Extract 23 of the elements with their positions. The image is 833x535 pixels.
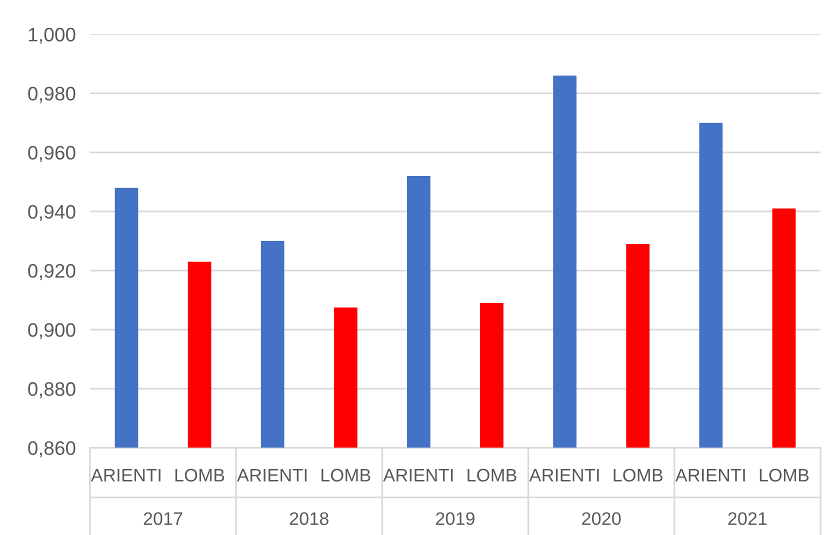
y-tick-label: 0,880 bbox=[28, 382, 76, 398]
text: LOMB bbox=[614, 468, 662, 482]
series-label: ARIENTI bbox=[90, 468, 160, 482]
text: LOMB bbox=[175, 468, 224, 482]
text: ARIENTI bbox=[237, 468, 307, 482]
x-tick-label: 2019 bbox=[436, 512, 474, 526]
y-tick-label: 1,000 bbox=[28, 28, 76, 44]
y-tick-label: 0,940 bbox=[28, 204, 76, 222]
x-tick-label: 2021 bbox=[728, 512, 767, 526]
x-tick-label: 2020 bbox=[582, 512, 621, 526]
y-tick-label: 0,980 bbox=[28, 86, 76, 103]
x-tick-label: 2017 bbox=[144, 512, 182, 526]
y-tick-label: 0,860 bbox=[28, 441, 76, 458]
y-tick-label: 0,920 bbox=[28, 264, 76, 280]
text: LOMB bbox=[760, 468, 809, 482]
text: ARIENTI bbox=[383, 468, 453, 482]
y-tick-label: 0,960 bbox=[28, 146, 76, 162]
text: LOMB bbox=[468, 468, 516, 482]
y-tick-label: 0,900 bbox=[28, 323, 76, 340]
series-label: LOMB bbox=[322, 468, 370, 482]
text: ARIENTI bbox=[675, 468, 745, 482]
text: ARIENTI bbox=[529, 468, 599, 482]
x-tick-label: 2018 bbox=[290, 512, 328, 526]
